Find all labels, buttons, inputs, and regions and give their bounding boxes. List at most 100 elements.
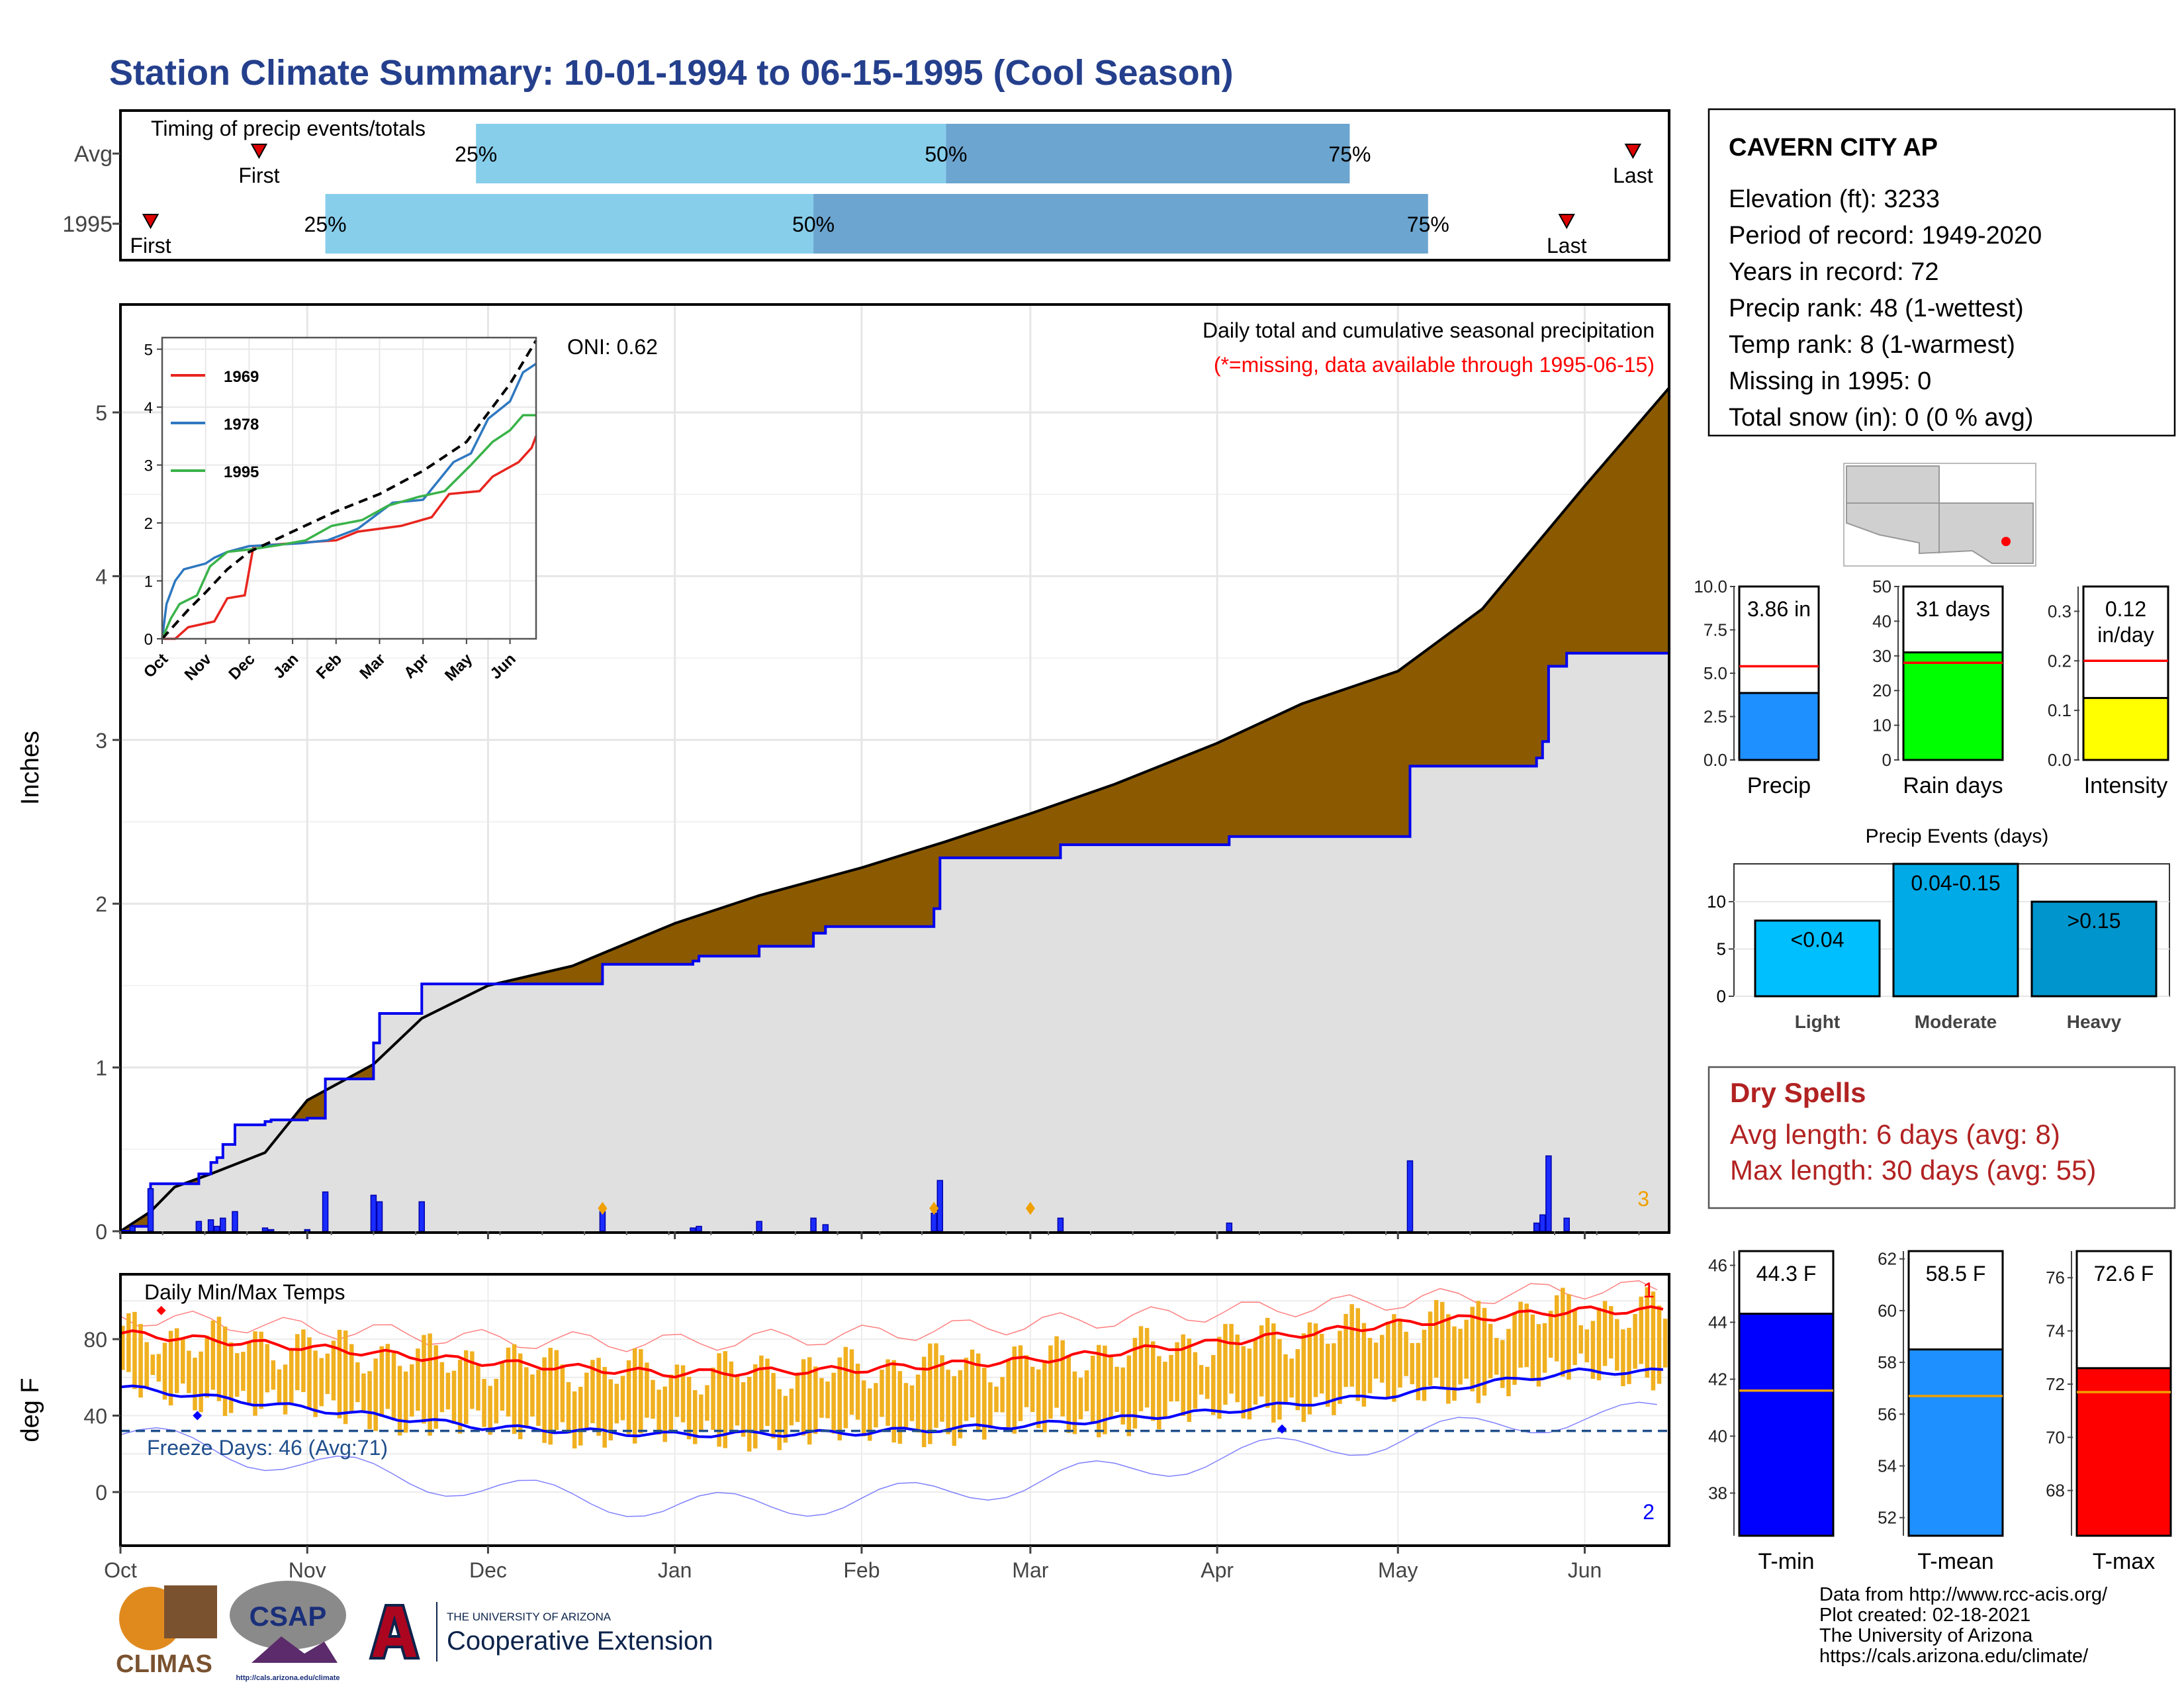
daily-temp-bar bbox=[1555, 1295, 1559, 1362]
daily-temp-bar bbox=[988, 1382, 993, 1429]
temps-frame bbox=[119, 1273, 1670, 1547]
precip-ylabel: Inches bbox=[17, 731, 44, 805]
daily-precip-bar bbox=[936, 1180, 944, 1232]
daily-temp-bar bbox=[699, 1394, 704, 1431]
daily-temp-bar bbox=[807, 1357, 812, 1445]
daily-precip-bar bbox=[810, 1217, 817, 1232]
daily-temp-bar bbox=[271, 1360, 276, 1390]
timing-last-marker bbox=[1558, 214, 1575, 230]
daily-temp-bar bbox=[1657, 1305, 1662, 1384]
daily-temp-bar bbox=[566, 1382, 571, 1434]
station-line: Precip rank: 48 (1-wettest) bbox=[1729, 295, 2024, 322]
csap-logo-text: CSAP bbox=[250, 1601, 327, 1632]
daily-temp-bar bbox=[216, 1317, 222, 1401]
summary-category-label: Intensity bbox=[2084, 773, 2168, 798]
daily-temp-bar bbox=[1187, 1338, 1192, 1423]
timing-last-label: Last bbox=[1613, 164, 1653, 187]
summary-bar-fill bbox=[2075, 1367, 2172, 1537]
daily-temp-bar bbox=[1199, 1365, 1204, 1395]
daily-temp-bar bbox=[283, 1364, 288, 1415]
daily-temp-bar bbox=[150, 1354, 156, 1376]
daily-temp-bar bbox=[1054, 1336, 1059, 1408]
daily-temp-bar bbox=[1506, 1329, 1511, 1397]
daily-temp-bar bbox=[1548, 1311, 1553, 1358]
daily-precip-bar bbox=[220, 1217, 226, 1232]
station-line: Total snow (in): 0 (0 % avg) bbox=[1729, 404, 2033, 432]
summary-ytick-label: 38 bbox=[1708, 1483, 1727, 1503]
daily-temp-bar bbox=[524, 1367, 529, 1427]
daily-temp-bar bbox=[199, 1351, 203, 1413]
daily-precip-bar bbox=[1563, 1217, 1570, 1232]
daily-temp-bar bbox=[536, 1370, 541, 1427]
credit-line: Plot created: 02-18-2021 bbox=[1819, 1605, 2030, 1626]
daily-temp-bar bbox=[301, 1329, 306, 1392]
daily-temp-bar bbox=[680, 1365, 686, 1423]
inset-ytick-label: 4 bbox=[144, 399, 153, 417]
timing-last-label: Last bbox=[1547, 234, 1587, 258]
summary-ytick-label: 74 bbox=[2046, 1321, 2065, 1341]
daily-temp-bar bbox=[542, 1357, 547, 1443]
daily-temp-bar bbox=[1018, 1345, 1023, 1421]
daily-temp-bar bbox=[259, 1331, 263, 1409]
daily-temp-bar bbox=[277, 1369, 282, 1405]
daily-temp-bar bbox=[1241, 1346, 1246, 1419]
precip-summary-bars: 0.0 2.5 5.0 7.5 10.0 3.86 in Precip 0 10 20 30 40 50… bbox=[1694, 577, 2169, 798]
temps-month-label: May bbox=[1378, 1558, 1418, 1582]
timing-first-marker bbox=[250, 144, 268, 160]
daily-temp-bar bbox=[560, 1364, 565, 1423]
summary-value-label: 0.12 bbox=[2105, 597, 2146, 621]
daily-temp-bar bbox=[958, 1370, 963, 1438]
timing-bar-q50-q75 bbox=[813, 194, 1428, 254]
summary-ytick-label: 20 bbox=[1872, 680, 1891, 700]
summary-ytick-label: 56 bbox=[1878, 1404, 1897, 1424]
daily-temp-bar bbox=[837, 1357, 842, 1440]
daily-temp-bar bbox=[861, 1380, 866, 1436]
daily-temp-bar bbox=[723, 1351, 728, 1448]
daily-precip-bar bbox=[207, 1219, 214, 1232]
climas-logo: CLIMAS bbox=[116, 1585, 217, 1678]
summary-value-label: 58.5 F bbox=[1926, 1262, 1986, 1286]
daily-temp-bar bbox=[614, 1383, 619, 1424]
events-bar-label: <0.04 bbox=[1791, 928, 1844, 952]
summary-ytick-label: 72 bbox=[2046, 1374, 2065, 1394]
precip-frame bbox=[119, 303, 1670, 1234]
temps-month-label: Jun bbox=[1568, 1558, 1602, 1582]
daily-temp-bar bbox=[1572, 1310, 1577, 1366]
temps-corner-bottom: 2 bbox=[1643, 1500, 1655, 1524]
daily-temp-bar bbox=[1596, 1307, 1602, 1381]
daily-temp-bar bbox=[651, 1380, 655, 1419]
record-high-line bbox=[120, 1280, 1658, 1352]
timing-row-label: Avg bbox=[74, 142, 113, 167]
daily-temp-bar bbox=[584, 1372, 589, 1430]
daily-temp-bar bbox=[187, 1350, 191, 1393]
summary-ytick-label: 44 bbox=[1708, 1313, 1727, 1333]
daily-temp-bar bbox=[1157, 1356, 1161, 1430]
daily-temp-bar bbox=[1621, 1329, 1625, 1387]
daily-temp-bar bbox=[741, 1382, 746, 1437]
daily-temp-bar bbox=[759, 1355, 764, 1432]
daily-temp-bar bbox=[1627, 1327, 1631, 1384]
daily-temp-bar bbox=[1433, 1299, 1439, 1378]
daily-temp-bar bbox=[1608, 1306, 1614, 1359]
events-title: Precip Events (days) bbox=[1866, 825, 2049, 847]
summary-value-label: 72.6 F bbox=[2094, 1262, 2154, 1286]
daily-temp-bar bbox=[265, 1344, 270, 1393]
timing-row-label: 1995 bbox=[62, 212, 113, 237]
daily-temp-bar bbox=[1530, 1314, 1535, 1382]
events-category-label: Light bbox=[1795, 1011, 1840, 1032]
summary-value-label-unit: in/day bbox=[2097, 623, 2154, 647]
summary-ytick-label: 70 bbox=[2046, 1427, 2065, 1447]
summary-ytick-label: 10 bbox=[1872, 716, 1891, 735]
temp-summary-bars: 38 40 42 44 46 44.3 F T-min 52 54 56 58 60 62 58.5 F T… bbox=[1708, 1249, 2172, 1574]
temps-month-label: Apr bbox=[1201, 1558, 1234, 1582]
credit-line: https://cals.arizona.edu/climate/ bbox=[1819, 1646, 2089, 1667]
daily-temp-bar bbox=[325, 1353, 330, 1394]
daily-temp-bar bbox=[1470, 1307, 1475, 1391]
daily-temp-bar bbox=[1452, 1326, 1457, 1401]
daily-temp-bar bbox=[1247, 1348, 1252, 1420]
daily-temp-bar bbox=[1307, 1322, 1312, 1415]
avg-cumulative-line bbox=[119, 387, 1670, 1233]
temps-month-label: Jan bbox=[658, 1558, 692, 1582]
precip-ytick-label: 4 bbox=[95, 565, 107, 588]
daily-temp-bar bbox=[1060, 1340, 1065, 1417]
